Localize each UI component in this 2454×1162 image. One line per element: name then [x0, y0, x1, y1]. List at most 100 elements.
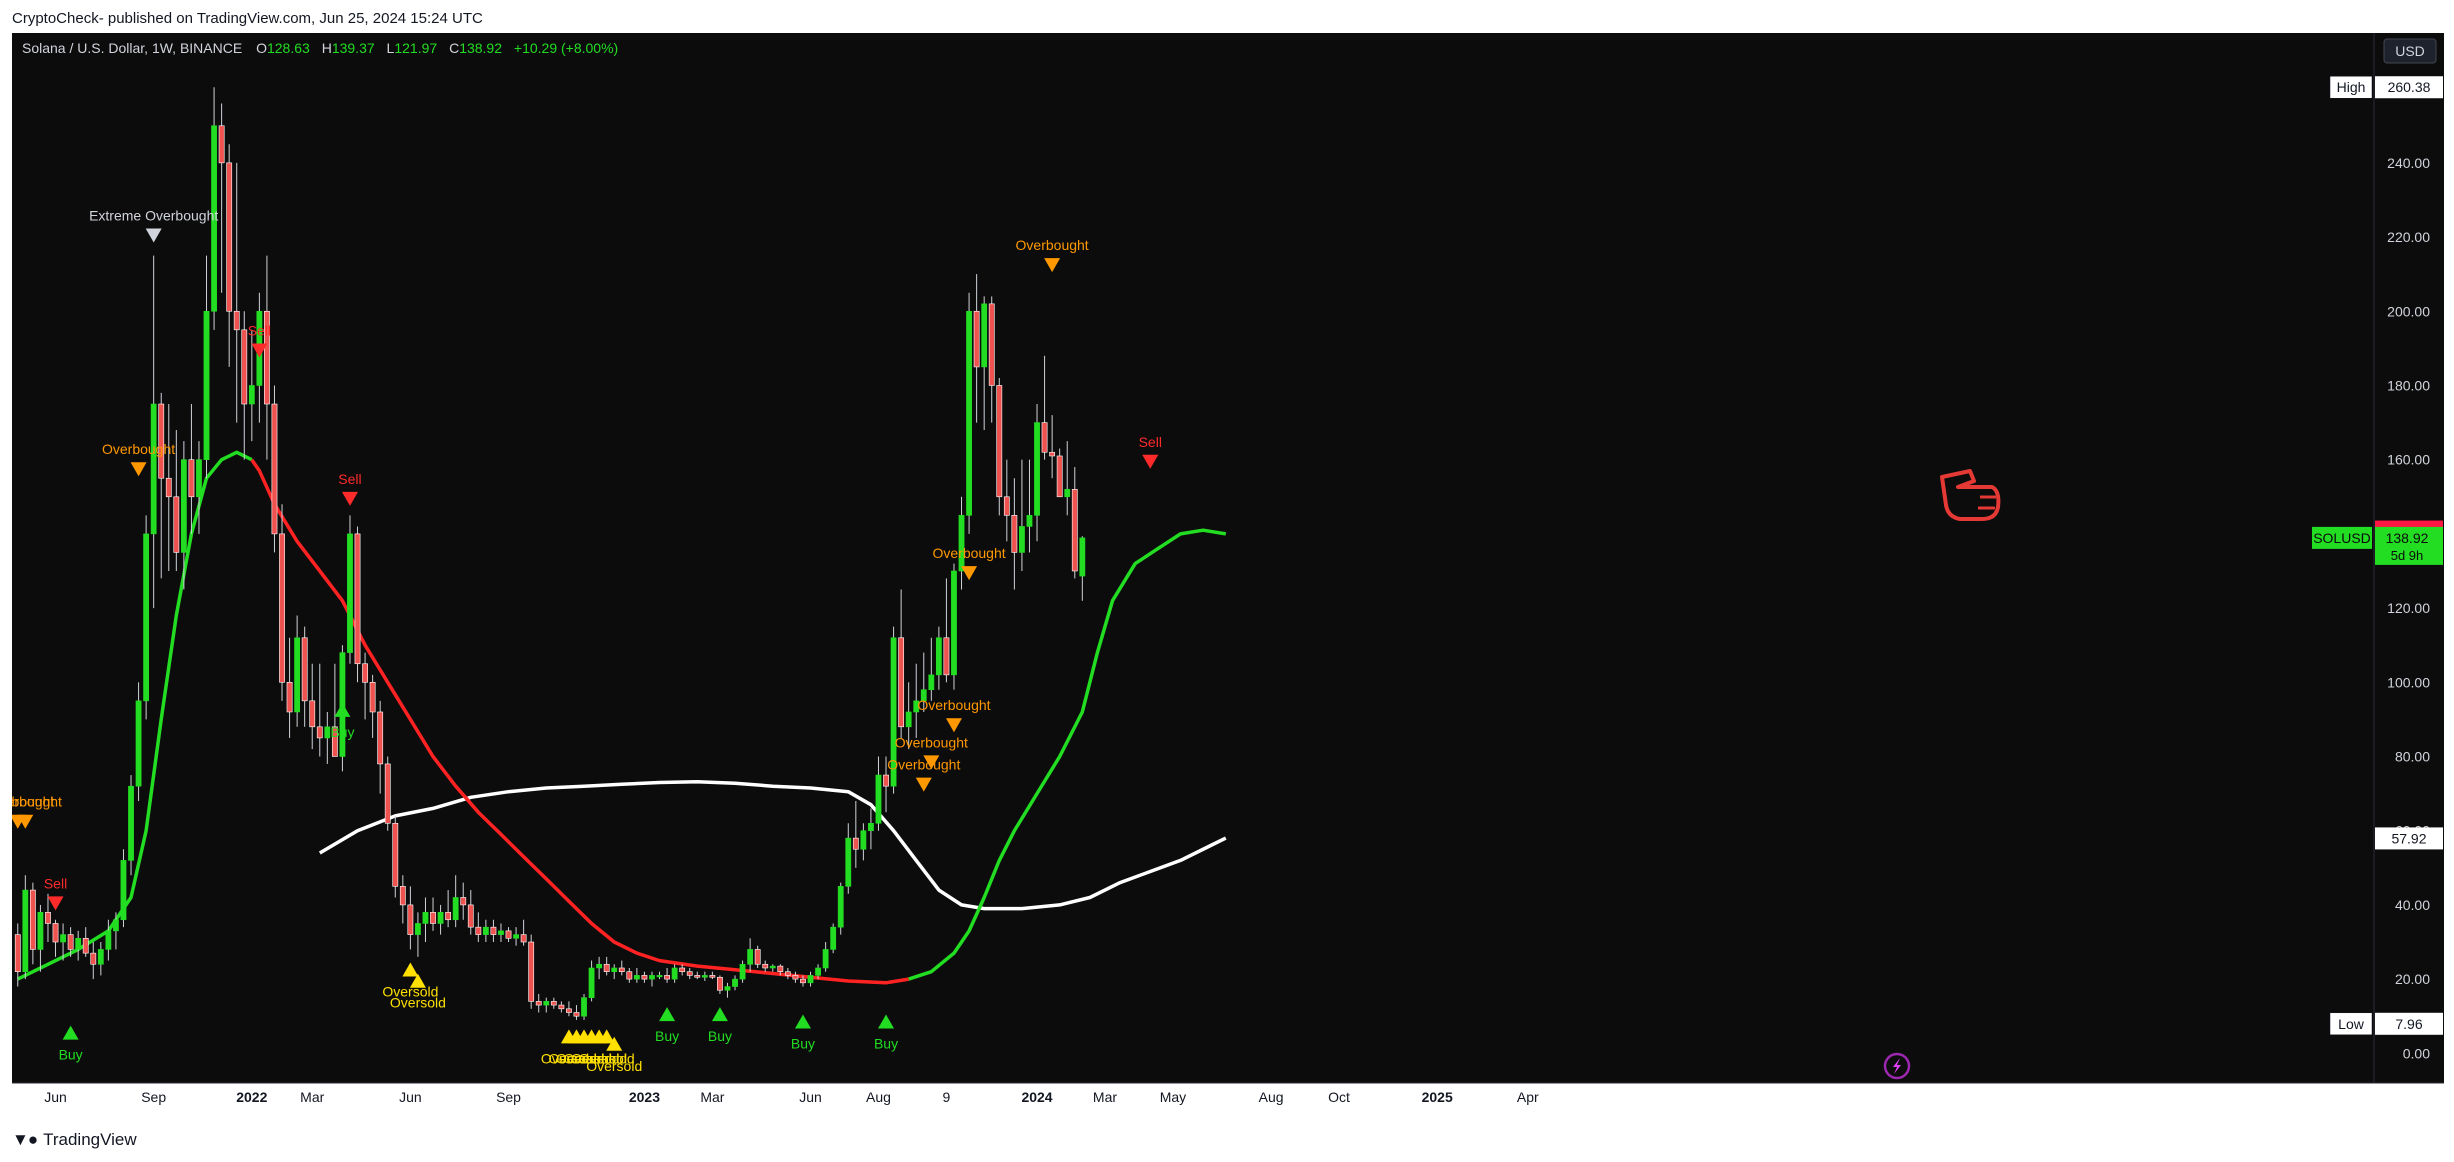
candle — [596, 956, 603, 980]
candle-body — [286, 681, 293, 713]
time-tick-label: Jun — [44, 1089, 67, 1105]
signal-arrow-down — [923, 755, 940, 770]
candle — [664, 967, 670, 983]
price-label-high: 260.38 High — [2329, 75, 2443, 99]
candle-body — [14, 934, 21, 972]
signal-label: Buy — [791, 1036, 815, 1052]
candle — [271, 385, 278, 553]
candle-body — [173, 496, 180, 553]
candle-body — [784, 971, 791, 976]
candle-body — [739, 963, 746, 980]
candle — [354, 526, 361, 683]
candle — [377, 700, 384, 794]
candle — [890, 626, 897, 794]
time-tick-label: Aug — [866, 1089, 891, 1105]
candle — [686, 967, 693, 980]
time-tick-label: Aug — [1259, 1089, 1284, 1105]
candle-body — [1019, 526, 1025, 553]
candle — [324, 711, 331, 764]
candle-body — [279, 533, 285, 683]
candle — [792, 971, 799, 983]
signal-overbought: Overbought — [102, 441, 175, 477]
candle-body — [535, 1001, 542, 1006]
candle-body — [988, 303, 995, 386]
candle — [679, 964, 686, 976]
price-chart[interactable]: 0.0020.0040.0060.0080.00100.00120.00140.… — [0, 33, 2444, 1110]
candle-body — [1049, 451, 1056, 457]
candle-body — [377, 711, 384, 765]
signal-label: Oversold — [564, 1050, 620, 1066]
candle — [550, 997, 557, 1009]
candle — [747, 938, 754, 972]
signal-arrow-up — [598, 1029, 615, 1044]
candle — [543, 997, 550, 1013]
signal-overbought: Overbought — [1016, 237, 1089, 273]
candle-body — [679, 967, 686, 972]
candle — [1056, 448, 1063, 498]
signal-arrow-down — [1044, 258, 1061, 273]
signal-arrow-down — [251, 343, 268, 358]
candle-body — [898, 637, 905, 728]
lightning-bolt — [1893, 1058, 1901, 1074]
signal-label: Extreme Overbought — [89, 207, 218, 223]
candle-body — [384, 763, 391, 824]
signal-label: Overbought — [12, 794, 62, 810]
signal-sell: Sell — [44, 875, 67, 911]
lightning-icon[interactable] — [1883, 1052, 1911, 1080]
candle — [14, 923, 21, 987]
candle-body — [309, 700, 316, 728]
time-tick-label: 2025 — [1422, 1089, 1453, 1105]
currency-button[interactable]: USD — [2383, 38, 2437, 64]
candle-body — [633, 975, 640, 980]
candle-body — [165, 477, 172, 498]
signal-label: Overbought — [1016, 237, 1089, 253]
candle-body — [105, 930, 112, 950]
signal-arrow-up — [878, 1014, 895, 1029]
candle-body — [407, 904, 414, 935]
time-tick-label: Oct — [1328, 1089, 1350, 1105]
candle — [1079, 536, 1086, 601]
candle-body — [1041, 422, 1048, 453]
candle-body — [973, 310, 980, 368]
candle-body — [430, 912, 436, 924]
candle — [248, 329, 255, 442]
candle — [218, 103, 225, 293]
candle-body — [505, 930, 512, 939]
candle — [264, 255, 270, 460]
candle-body — [701, 975, 708, 978]
signal-label: Buy — [874, 1036, 898, 1052]
candle — [113, 912, 119, 950]
candle-body — [686, 971, 693, 976]
candle-body — [769, 965, 776, 969]
candle — [920, 652, 927, 712]
signal-buy: Buy — [791, 1014, 815, 1052]
candle-body — [1071, 489, 1078, 572]
candle — [633, 967, 640, 983]
candle — [807, 971, 814, 987]
legend-low: 121.97 — [394, 40, 437, 56]
signal-label: Buy — [708, 1028, 732, 1044]
brand-text: TradingView — [43, 1130, 137, 1149]
candle — [943, 578, 950, 683]
signal-arrow-down — [17, 814, 34, 829]
signal-label: Sell — [44, 875, 67, 891]
candle — [505, 927, 512, 943]
signal-extreme: Extreme Overbought — [89, 207, 218, 243]
price-tick-label: 160.00 — [2387, 452, 2430, 468]
candle-body — [596, 963, 603, 969]
signal-sell: Sell — [1139, 434, 1162, 469]
candle-body — [1064, 489, 1071, 498]
chart-panel[interactable]: 0.0020.0040.0060.0080.00100.00120.00140.… — [0, 33, 2444, 1110]
legend-close: 138.92 — [459, 40, 502, 56]
signal-label: Buy — [655, 1028, 679, 1044]
candle — [618, 960, 625, 976]
candle — [988, 296, 995, 423]
candle-body — [347, 533, 353, 653]
candle — [573, 1005, 580, 1020]
legend-high-label: H — [322, 40, 332, 56]
candle — [316, 663, 323, 757]
signal-arrow-down — [47, 896, 64, 911]
signal-oversold: Oversold — [390, 973, 446, 1011]
price-tick-label: 240.00 — [2387, 155, 2430, 171]
tradingview-brand[interactable]: ▼● TradingView — [12, 1130, 137, 1150]
